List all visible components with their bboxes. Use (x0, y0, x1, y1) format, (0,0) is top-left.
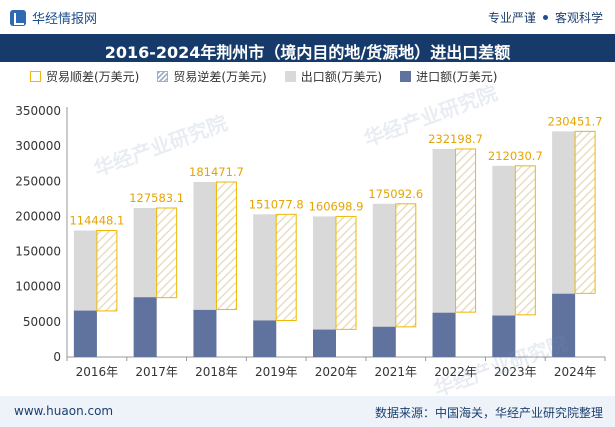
surplus-bar-8 (574, 130, 596, 294)
export-bar-5 (372, 203, 396, 357)
header-tags: 专业严谨 客观科学 (488, 9, 603, 26)
surplus-bar-1 (156, 207, 178, 299)
legend-item-deficit: 贸易逆差(万美元) (157, 68, 267, 85)
import-bar-3 (253, 320, 277, 357)
x-tick-label-0: 2016年 (76, 365, 119, 379)
legend-label-surplus: 贸易顺差(万美元) (46, 70, 140, 84)
y-tick-label-4: 200000 (15, 209, 61, 223)
footer: www.huaon.com 数据来源：中国海关，华经产业研究院整理 (0, 396, 615, 427)
x-tick-label-3: 2019年 (255, 365, 298, 379)
title-bar: 2016-2024年荆州市（境内目的地/货源地）进出口差额 (0, 34, 615, 62)
surplus-bar-2 (215, 181, 237, 311)
surplus-bar-5 (395, 203, 417, 328)
import-bar-8 (552, 293, 576, 357)
export-bar-7 (492, 165, 516, 357)
website-link[interactable]: www.huaon.com (14, 404, 114, 418)
surplus-data-label-5: 175092.6 (368, 187, 423, 201)
surplus-bar-7 (514, 165, 536, 316)
surplus-bar-0 (96, 229, 118, 312)
legend-label-deficit: 贸易逆差(万美元) (173, 70, 267, 84)
x-tick-label-8: 2024年 (554, 365, 597, 379)
y-tick-label-3: 150000 (15, 245, 61, 259)
import-bar-0 (73, 310, 97, 357)
surplus-data-label-1: 127583.1 (129, 191, 184, 205)
x-tick-label-7: 2023年 (494, 365, 537, 379)
data-source: 数据来源：中国海关，华经产业研究院整理 (374, 406, 603, 420)
y-tick-label-1: 50000 (23, 315, 61, 329)
import-bar-4 (313, 329, 336, 357)
chart-title: 2016-2024年荆州市（境内目的地/货源地）进出口差额 (104, 43, 511, 62)
surplus-data-label-2: 181471.7 (189, 165, 244, 179)
surplus-data-label-8: 230451.7 (548, 114, 603, 128)
legend-swatch-import (400, 71, 412, 82)
import-bar-1 (133, 297, 157, 357)
brand-name: 华经情报网 (32, 12, 98, 27)
surplus-data-label-4: 160698.9 (309, 199, 364, 213)
surplus-data-label-0: 114448.1 (69, 213, 124, 227)
dot-separator-icon (542, 15, 548, 20)
y-tick-label-0: 0 (53, 350, 61, 364)
import-bar-5 (372, 326, 396, 357)
legend-swatch-export (284, 71, 296, 82)
y-tick-label-2: 100000 (15, 280, 61, 294)
surplus-bar-6 (455, 148, 477, 313)
legend-label-export: 出口额(万美元) (300, 70, 383, 84)
import-bar-6 (432, 312, 456, 357)
surplus-data-label-6: 232198.7 (428, 132, 483, 146)
surplus-bar-3 (275, 213, 297, 322)
legend-item-import: 进口额(万美元) (400, 68, 498, 85)
tag-objective: 客观科学 (554, 11, 603, 25)
y-tick-label-7: 350000 (15, 104, 61, 118)
legend-item-surplus: 贸易顺差(万美元) (30, 68, 139, 85)
surplus-bar-4 (335, 215, 357, 330)
x-tick-label-1: 2017年 (135, 365, 178, 379)
import-bar-7 (492, 315, 516, 357)
legend-swatch-deficit (157, 71, 169, 82)
bar-chart: 0 50000 100000 150000 200000 250000 300000 3500… (15, 104, 606, 379)
surplus-data-label-7: 212030.7 (488, 149, 543, 163)
export-bar-4 (313, 216, 336, 357)
x-tick-label-5: 2021年 (375, 365, 418, 379)
legend-item-export: 出口额(万美元) (284, 68, 383, 85)
surplus-data-label-3: 151077.8 (249, 197, 304, 211)
tag-professional: 专业严谨 (487, 11, 536, 25)
export-bar-6 (432, 148, 456, 357)
legend-label-import: 进口额(万美元) (416, 70, 498, 84)
brand: 华经情报网 (10, 8, 97, 27)
huajing-logo-icon (10, 9, 26, 26)
x-tick-label-4: 2020年 (315, 365, 358, 379)
y-tick-label-5: 250000 (15, 174, 61, 188)
y-tick-label-6: 300000 (15, 139, 61, 153)
legend-swatch-surplus (30, 71, 41, 82)
top-bar: 华经情报网 专业严谨 客观科学 (0, 0, 615, 34)
x-tick-label-2: 2018年 (195, 365, 238, 379)
legend: 贸易顺差(万美元) 贸易逆差(万美元) 出口额(万美元) 进口额(万美元) (30, 68, 516, 85)
import-bar-2 (193, 309, 217, 357)
x-tick-label-6: 2022年 (434, 365, 477, 379)
